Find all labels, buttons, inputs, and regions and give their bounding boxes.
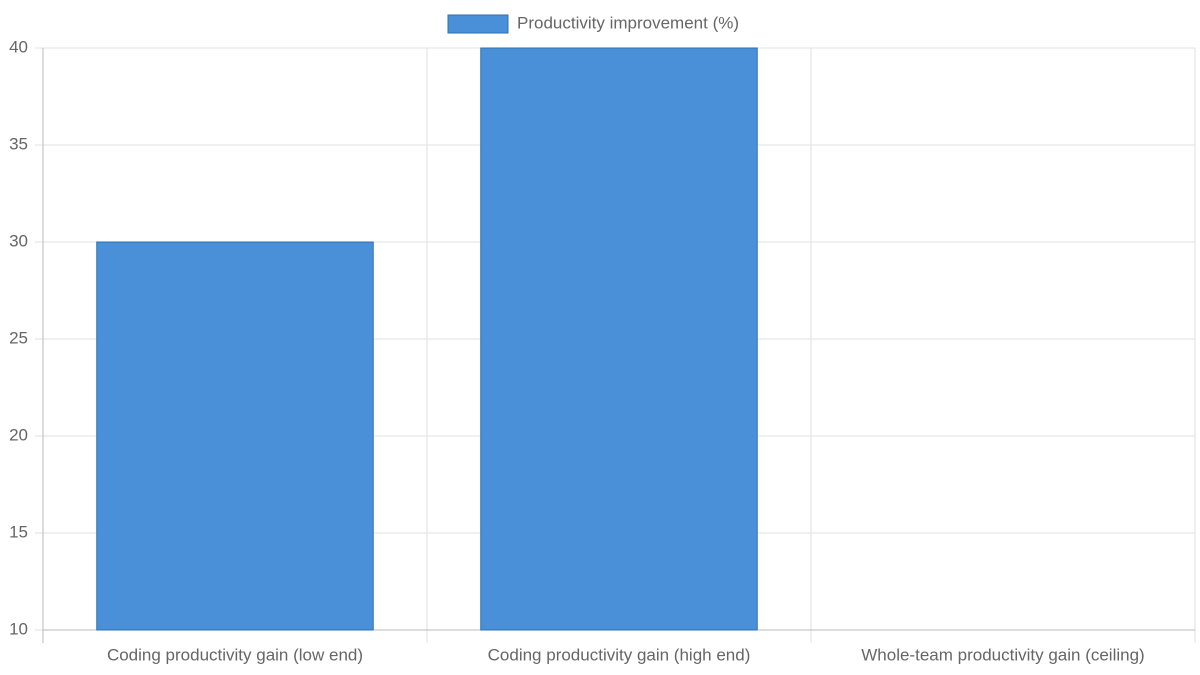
y-tick-label: 15 [9, 522, 28, 541]
y-tick-label: 35 [9, 134, 28, 153]
bar [96, 241, 374, 631]
legend-label: Productivity improvement (%) [517, 13, 739, 32]
legend-swatch [447, 14, 509, 34]
x-tick-label: Coding productivity gain (low end) [107, 645, 363, 664]
y-tick-label: 30 [9, 231, 28, 250]
legend: Productivity improvement (%) [447, 13, 739, 34]
bar [480, 47, 758, 631]
x-tick-label: Coding productivity gain (high end) [488, 645, 751, 664]
y-tick-label: 40 [9, 37, 28, 56]
y-tick-label: 25 [9, 328, 28, 347]
y-tick-label: 10 [9, 619, 28, 638]
x-tick-label: Whole-team productivity gain (ceiling) [861, 645, 1144, 664]
y-tick-label: 20 [9, 425, 28, 444]
